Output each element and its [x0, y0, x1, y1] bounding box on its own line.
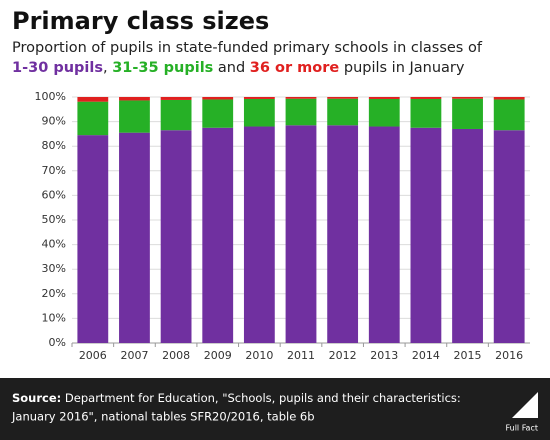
footer — [0, 378, 550, 440]
bar-segment — [243, 98, 275, 127]
x-tick-label: 2006 — [79, 349, 107, 362]
bar-segment — [327, 97, 359, 99]
bar-segment — [160, 99, 192, 131]
bar-segment — [452, 97, 483, 99]
bar-segment — [77, 135, 109, 343]
subtitle-part: pupils in January — [339, 60, 465, 76]
bar-segment — [452, 98, 483, 129]
x-tick-label: 2016 — [495, 349, 523, 362]
bar-segment — [202, 97, 234, 100]
bar-segment — [202, 99, 234, 128]
y-tick-label: 90% — [42, 115, 66, 128]
bar-segment — [368, 97, 400, 99]
logo-icon — [512, 392, 538, 418]
bar-segment — [493, 97, 525, 100]
source-text: Department for Education, "Schools, pupi… — [61, 391, 461, 405]
bar-segment — [410, 98, 442, 128]
bar-segment — [285, 98, 317, 126]
bar-segment — [493, 130, 525, 343]
x-tick-label: 2009 — [204, 349, 232, 362]
chart-title: Primary class sizes — [12, 7, 269, 35]
source: Source: Department for Education, "Schoo… — [12, 391, 461, 405]
subtitle-part: 31-35 pupils — [112, 60, 213, 76]
bar-segment — [77, 97, 109, 102]
subtitle-part: 36 or more — [250, 60, 340, 76]
bar-segment — [410, 127, 442, 343]
bar-segment — [493, 99, 525, 131]
y-tick-label: 80% — [42, 139, 66, 152]
x-tick-label: 2008 — [162, 349, 190, 362]
source-label: Source: — [12, 391, 61, 405]
bar-segment — [119, 100, 150, 133]
subtitle-part: 1-30 pupils — [12, 60, 103, 76]
bar-segment — [327, 125, 359, 343]
x-tick-label: 2007 — [120, 349, 148, 362]
bar-segment — [160, 130, 192, 343]
bar-segment — [285, 125, 317, 343]
x-tick-label: 2010 — [245, 349, 273, 362]
y-tick-label: 60% — [42, 188, 66, 201]
bar-segment — [285, 97, 317, 99]
bar-segment — [327, 98, 359, 126]
bar-segment — [368, 98, 400, 127]
y-tick-label: 20% — [42, 287, 66, 300]
y-tick-label: 70% — [42, 164, 66, 177]
bar-segment — [243, 126, 275, 344]
x-tick-label: 2012 — [329, 349, 357, 362]
logo: Full Fact — [505, 424, 538, 433]
y-tick-label: 30% — [42, 262, 66, 275]
source-text: January 2016", national tables SFR20/201… — [11, 410, 315, 424]
y-tick-label: 0% — [49, 336, 66, 349]
bar-segment — [77, 101, 109, 136]
bar-segment — [410, 97, 442, 99]
y-tick-label: 100% — [35, 90, 66, 103]
x-tick-label: 2011 — [287, 349, 315, 362]
y-tick-label: 10% — [42, 311, 66, 324]
bar-segment — [202, 127, 234, 343]
subtitle: 1-30 pupils, 31-35 pupils and 36 or more… — [12, 60, 465, 76]
bar-segment — [119, 97, 150, 101]
bar-segment — [119, 132, 150, 343]
bar-segment — [368, 126, 400, 344]
subtitle-part: and — [213, 60, 250, 76]
bar-segment — [452, 128, 483, 343]
y-tick-label: 50% — [42, 213, 66, 226]
x-tick-label: 2014 — [412, 349, 440, 362]
y-tick-label: 40% — [42, 238, 66, 251]
subtitle-part: , — [103, 60, 112, 76]
subtitle: Proportion of pupils in state-funded pri… — [12, 40, 483, 56]
bar-segment — [243, 97, 275, 99]
bar-segment — [160, 97, 192, 100]
x-tick-label: 2015 — [454, 349, 482, 362]
x-tick-label: 2013 — [370, 349, 398, 362]
